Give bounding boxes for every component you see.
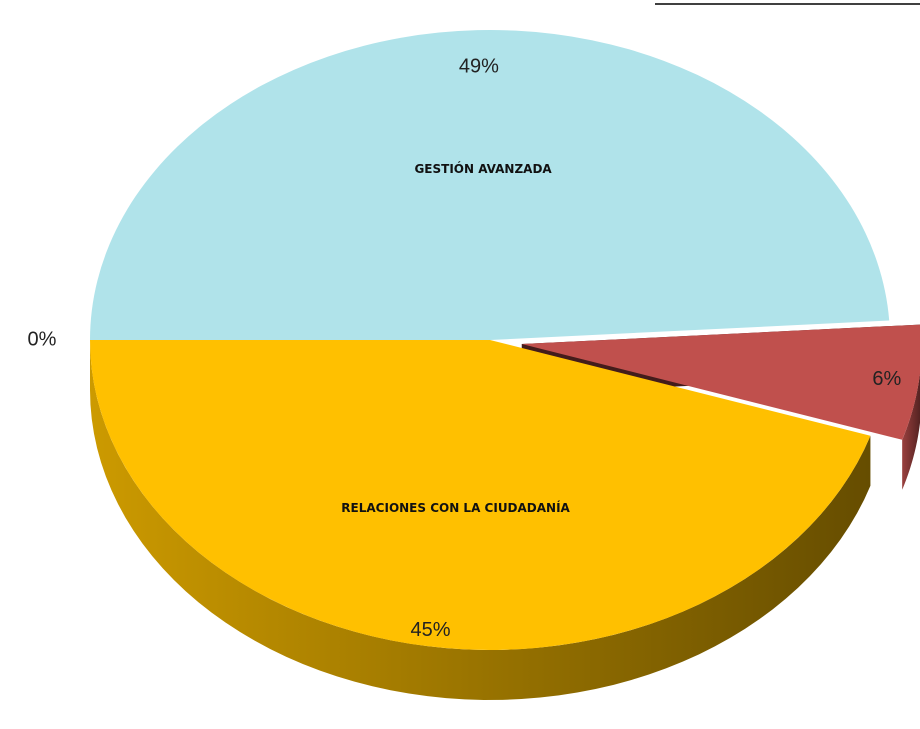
slice-side bbox=[902, 372, 920, 490]
pie-slice bbox=[90, 340, 871, 650]
value-label: 49% bbox=[459, 56, 499, 78]
value-label: 45% bbox=[411, 619, 451, 641]
category-label: RELACIONES CON LA CIUDADANÍA bbox=[341, 500, 570, 515]
slice-side bbox=[90, 340, 871, 700]
value-label: 6% bbox=[872, 368, 901, 390]
value-label: 0% bbox=[28, 328, 57, 350]
slice-tops bbox=[90, 30, 920, 650]
category-label: GESTIÓN AVANZADA bbox=[414, 161, 552, 176]
labels: 49% GESTIÓN AVANZADA 6% 45% RELACIONES CON L… bbox=[28, 56, 902, 642]
pie-slice bbox=[521, 324, 920, 440]
pie-slice bbox=[90, 30, 890, 340]
